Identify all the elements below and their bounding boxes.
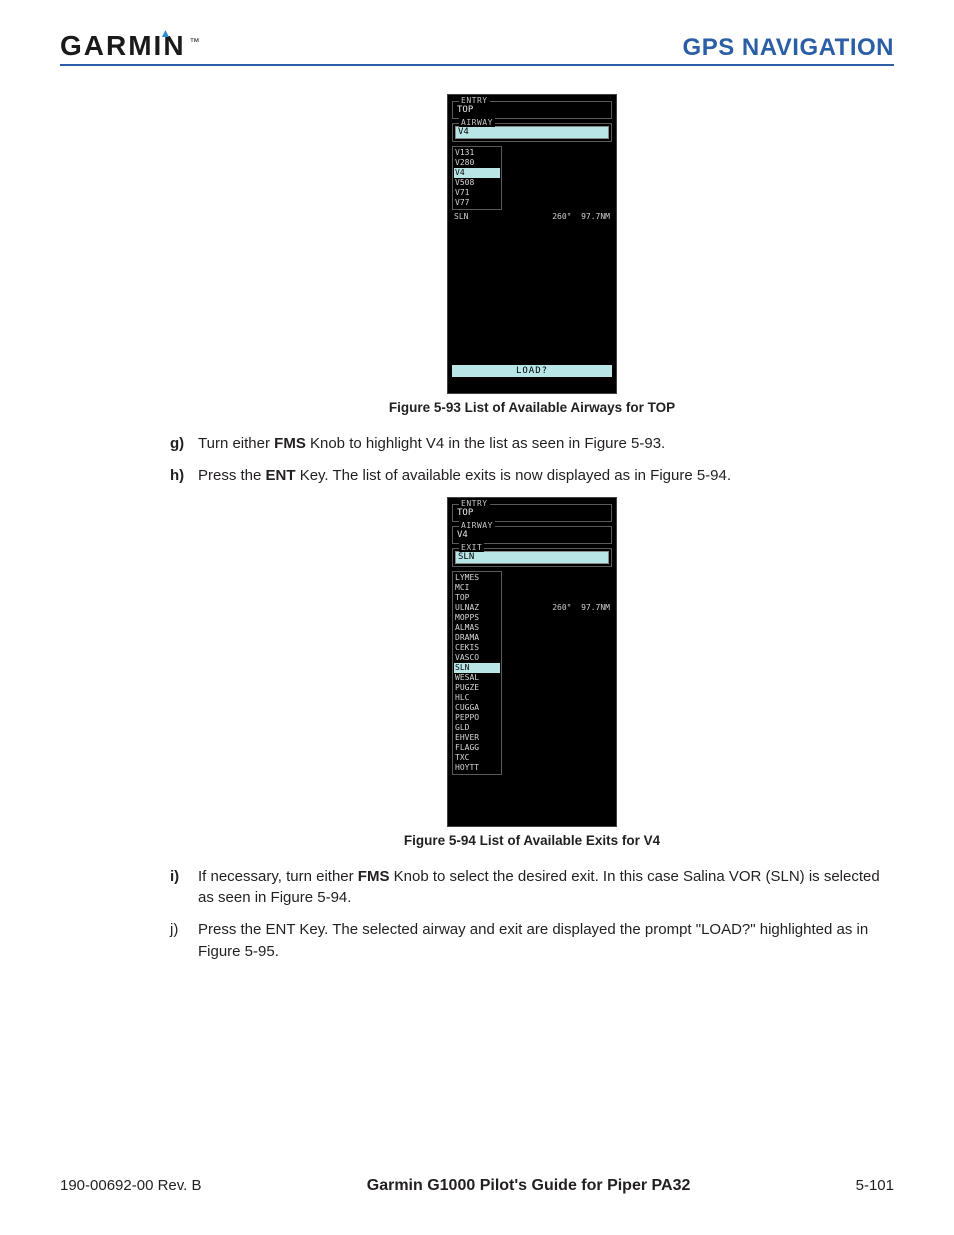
step-g-marker: g) — [170, 433, 190, 455]
exit-list-item[interactable]: FLAGG — [454, 743, 500, 753]
bearing-distance: 260° 97.7NM — [552, 212, 610, 221]
step-g-text: Turn either FMS Knob to highlight V4 in … — [198, 433, 894, 455]
exit-field-2: EXIT SLN — [452, 548, 612, 567]
airway-list[interactable]: V131V280V4V508V71V77 — [452, 146, 502, 210]
entry-field-2: ENTRY TOP — [452, 504, 612, 522]
trademark-icon: ™ — [189, 37, 201, 48]
exit-list-item[interactable]: CUGGA — [454, 703, 500, 713]
exit-info: 260° 97.7NM — [504, 567, 614, 613]
step-j: j) Press the ENT Key. The selected airwa… — [170, 919, 894, 963]
airway-list-row: V131V280V4V508V71V77 — [450, 142, 614, 210]
section-title: GPS NAVIGATION — [683, 34, 894, 62]
load-prompt[interactable]: LOAD? — [452, 365, 612, 377]
step-i-marker: i) — [170, 866, 190, 910]
exit-list-item[interactable]: SLN — [454, 663, 500, 673]
page-body: ENTRY TOP AIRWAY V4 V131V280V4V508V71V77… — [60, 86, 894, 1167]
exit-list-item[interactable]: VASCO — [454, 653, 500, 663]
exit-legend-2: EXIT — [459, 543, 484, 552]
figure-5-94: ENTRY TOP AIRWAY V4 EXIT SLN LYMESMCITOP… — [170, 497, 894, 848]
figure-2-caption: Figure 5-94 List of Available Exits for … — [170, 833, 894, 848]
exit-list-row: LYMESMCITOPULNAZMOPPSALMASDRAMACEKISVASC… — [450, 567, 614, 775]
exit-list-item[interactable]: DRAMA — [454, 633, 500, 643]
airway-field: AIRWAY V4 — [452, 123, 612, 142]
exit-input-2[interactable]: SLN — [455, 551, 609, 564]
airway-list-item[interactable]: V77 — [454, 198, 500, 208]
step-i-text: If necessary, turn either FMS Knob to se… — [198, 866, 894, 910]
logo-triangle-icon: ▲ — [160, 26, 174, 40]
figure-5-93: ENTRY TOP AIRWAY V4 V131V280V4V508V71V77… — [170, 94, 894, 415]
step-j-text: Press the ENT Key. The selected airway a… — [198, 919, 894, 963]
entry-legend-2: ENTRY — [459, 499, 490, 508]
exit-list-item[interactable]: PUGZE — [454, 683, 500, 693]
avionics-screen-1: ENTRY TOP AIRWAY V4 V131V280V4V508V71V77… — [447, 94, 617, 394]
exit-list-item[interactable]: MOPPS — [454, 613, 500, 623]
airway-input[interactable]: V4 — [455, 126, 609, 139]
airway-list-item[interactable]: V508 — [454, 178, 500, 188]
exit-list[interactable]: LYMESMCITOPULNAZMOPPSALMASDRAMACEKISVASC… — [452, 571, 502, 775]
exit-list-item[interactable]: HLC — [454, 693, 500, 703]
step-g: g) Turn either FMS Knob to highlight V4 … — [170, 433, 894, 455]
footer-center: Garmin G1000 Pilot's Guide for Piper PA3… — [367, 1177, 691, 1195]
exit-list-item[interactable]: WESAL — [454, 673, 500, 683]
step-h-marker: h) — [170, 465, 190, 487]
exit-info-line: SLN 260° 97.7NM — [450, 210, 614, 223]
figure-1-caption: Figure 5-93 List of Available Airways fo… — [170, 400, 894, 415]
airway-field-2: AIRWAY V4 — [452, 526, 612, 544]
step-j-marker: j) — [170, 919, 190, 963]
airway-legend-2: AIRWAY — [459, 521, 495, 530]
entry-legend: ENTRY — [459, 96, 490, 105]
airway-list-item[interactable]: V131 — [454, 148, 500, 158]
airway-legend: AIRWAY — [459, 118, 495, 127]
exit-list-item[interactable]: CEKIS — [454, 643, 500, 653]
step-h: h) Press the ENT Key. The list of availa… — [170, 465, 894, 487]
entry-field: ENTRY TOP — [452, 101, 612, 119]
exit-list-item[interactable]: HOYTT — [454, 763, 500, 773]
exit-list-item[interactable]: LYMES — [454, 573, 500, 583]
exit-list-item[interactable]: ALMAS — [454, 623, 500, 633]
spacer — [450, 223, 614, 363]
page-header: GARMIN ▲ ™ GPS NAVIGATION — [60, 30, 894, 66]
airway-info — [504, 142, 614, 204]
exit-list-item[interactable]: GLD — [454, 723, 500, 733]
exit-list-item[interactable]: EHVER — [454, 733, 500, 743]
exit-label: SLN — [454, 212, 468, 221]
page: GARMIN ▲ ™ GPS NAVIGATION ENTRY TOP AIRW… — [0, 0, 954, 1235]
airway-list-item[interactable]: V71 — [454, 188, 500, 198]
airway-list-item[interactable]: V280 — [454, 158, 500, 168]
entry-value-2: TOP — [455, 507, 609, 519]
entry-value: TOP — [455, 104, 609, 116]
step-i: i) If necessary, turn either FMS Knob to… — [170, 866, 894, 910]
step-h-text: Press the ENT Key. The list of available… — [198, 465, 894, 487]
page-footer: 190-00692-00 Rev. B Garmin G1000 Pilot's… — [60, 1167, 894, 1195]
airway-list-item[interactable]: V4 — [454, 168, 500, 178]
exit-list-item[interactable]: TOP — [454, 593, 500, 603]
airway-value-2: V4 — [455, 529, 609, 541]
footer-right: 5-101 — [856, 1177, 894, 1194]
brand-logo: GARMIN ▲ ™ — [60, 30, 211, 62]
exit-list-item[interactable]: TXC — [454, 753, 500, 763]
exit-list-item[interactable]: ULNAZ — [454, 603, 500, 613]
avionics-screen-2: ENTRY TOP AIRWAY V4 EXIT SLN LYMESMCITOP… — [447, 497, 617, 827]
footer-left: 190-00692-00 Rev. B — [60, 1177, 201, 1194]
exit-list-item[interactable]: MCI — [454, 583, 500, 593]
exit-list-item[interactable]: PEPPO — [454, 713, 500, 723]
